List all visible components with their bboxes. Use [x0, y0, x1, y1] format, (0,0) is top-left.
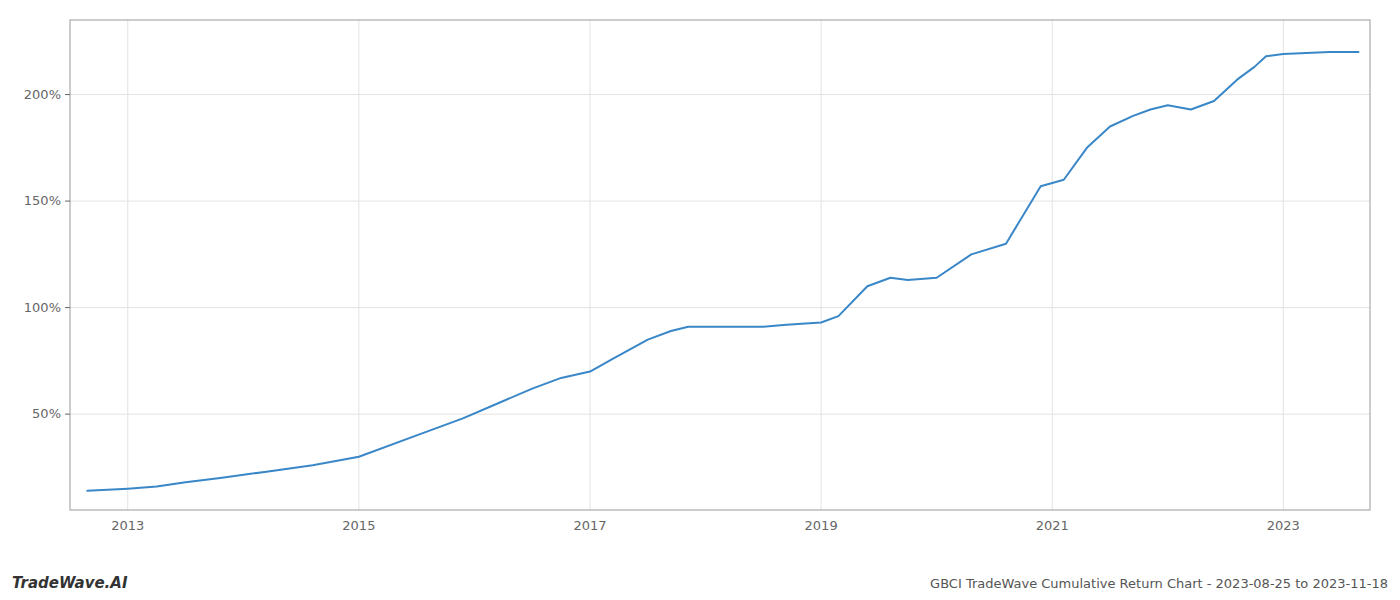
- watermark: TradeWave.AI: [12, 574, 128, 592]
- x-grid-line: [590, 20, 591, 510]
- title: GBCI TradeWave Cumulative Return Chart -…: [930, 576, 1388, 591]
- x-grid-line: [1283, 20, 1284, 510]
- y-grid-line: [70, 94, 1370, 95]
- y-tick: [65, 307, 70, 308]
- y-tick: [65, 414, 70, 415]
- y-tick-label: 50%: [32, 406, 61, 421]
- y-tick: [65, 94, 70, 95]
- x-tick-label: 2017: [573, 518, 606, 533]
- x-tick-label: 2023: [1267, 518, 1300, 533]
- x-tick-label: 2013: [111, 518, 144, 533]
- y-grid-line: [70, 307, 1370, 308]
- chart: 50% 100% 150% 200% 2013 2015 2017 2019 2021 2023 T…: [0, 0, 1400, 600]
- y-grid-line: [70, 201, 1370, 202]
- axes: 50% 100% 150% 200% 2013 2015 2017 2019 2021 2023: [24, 87, 1300, 533]
- x-grid-line: [127, 20, 128, 510]
- x-grid-line: [358, 20, 359, 510]
- plot-frame: [70, 20, 1370, 510]
- x-grid-line: [1052, 20, 1053, 510]
- x-tick-label: 2015: [342, 518, 375, 533]
- y-tick-label: 150%: [24, 193, 61, 208]
- y-tick: [65, 201, 70, 202]
- x-tick-label: 2021: [1036, 518, 1069, 533]
- line: [87, 52, 1358, 491]
- x-grid-line: [821, 20, 822, 510]
- series: [87, 52, 1358, 491]
- y-grid-line: [70, 414, 1370, 415]
- x-tick-label: 2019: [805, 518, 838, 533]
- y-tick-label: 200%: [24, 87, 61, 102]
- y-tick-label: 100%: [24, 300, 61, 315]
- grid: [70, 20, 1370, 510]
